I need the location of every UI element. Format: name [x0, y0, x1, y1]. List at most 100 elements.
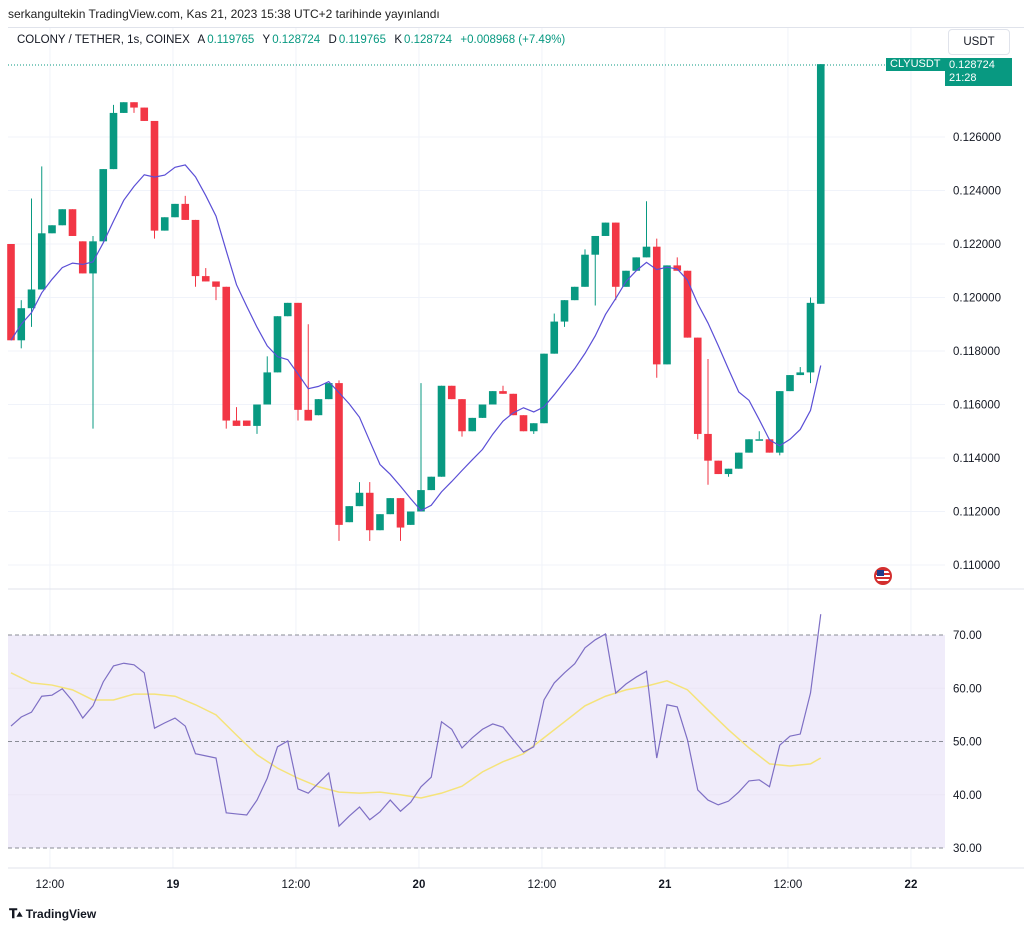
candle-down[interactable] [365, 482, 374, 541]
candle-up[interactable] [591, 235, 600, 306]
candle-down[interactable] [232, 407, 241, 426]
candle-up[interactable] [171, 203, 179, 218]
candle-down[interactable] [693, 337, 702, 440]
candle-down[interactable] [130, 102, 138, 113]
candle-down[interactable] [304, 324, 313, 421]
candle-body [37, 233, 46, 290]
candle-down[interactable] [396, 498, 405, 541]
candle-down[interactable] [68, 209, 77, 236]
candle-up[interactable] [601, 222, 610, 236]
candle-body [765, 439, 774, 453]
candle-body [212, 281, 220, 287]
us-flag-icon[interactable] [874, 567, 892, 585]
candle-down[interactable] [191, 219, 200, 287]
candle-up[interactable] [755, 431, 764, 441]
candle-body [745, 439, 753, 453]
candle-down[interactable] [201, 268, 210, 282]
candle-up[interactable] [775, 391, 784, 456]
candle-up[interactable] [263, 356, 272, 405]
candle-up[interactable] [406, 511, 415, 525]
candle-down[interactable] [78, 241, 87, 274]
candle-up[interactable] [253, 404, 261, 434]
candle-up[interactable] [324, 383, 333, 400]
time-tick-label: 21 [659, 879, 672, 891]
candle-up[interactable] [550, 313, 559, 354]
candle-up[interactable] [160, 217, 169, 231]
candle-up[interactable] [806, 297, 815, 384]
candle-down[interactable] [611, 222, 620, 301]
candle-body [601, 222, 610, 236]
candle-up[interactable] [488, 391, 497, 405]
candle-up[interactable] [283, 302, 292, 317]
candle-up[interactable] [560, 300, 569, 327]
candle-body [622, 270, 630, 287]
candle-down[interactable] [140, 107, 149, 121]
candle-up[interactable] [119, 102, 128, 113]
candle-down[interactable] [683, 270, 692, 338]
candle-up[interactable] [89, 235, 97, 429]
candle-up[interactable] [581, 249, 589, 287]
candle-up[interactable] [529, 423, 538, 434]
candle-up[interactable] [642, 201, 651, 258]
candle-down[interactable] [242, 420, 251, 426]
candle-body [109, 112, 118, 170]
candle-up[interactable] [109, 104, 118, 170]
candle-down[interactable] [765, 439, 774, 453]
currency-button[interactable]: USDT [948, 29, 1010, 55]
candle-down[interactable] [509, 393, 518, 416]
candle-up[interactable] [37, 166, 46, 290]
candle-down[interactable] [714, 460, 723, 475]
candle-up[interactable] [48, 225, 56, 234]
candle-up[interactable] [437, 385, 446, 477]
symbol-name[interactable]: COLONY / TETHER, 1s, COINEX [17, 34, 190, 46]
candle-up[interactable] [27, 198, 36, 327]
candle-up[interactable] [796, 367, 805, 376]
candle-down[interactable] [519, 415, 528, 432]
candle-body [181, 203, 190, 220]
candle-up[interactable] [663, 265, 671, 365]
candle-down[interactable] [181, 195, 190, 220]
candle-up[interactable] [376, 514, 384, 531]
candle-down[interactable] [7, 244, 15, 341]
candle-up[interactable] [478, 404, 487, 418]
candle-up[interactable] [540, 353, 548, 424]
candle-down[interactable] [222, 286, 231, 429]
time-tick-label: 22 [905, 879, 918, 891]
candle-up[interactable] [273, 316, 282, 373]
candle-up[interactable] [816, 64, 825, 304]
candle-down[interactable] [458, 399, 466, 437]
rsi-line [10, 614, 822, 828]
candle-up[interactable] [622, 270, 630, 287]
candle-down[interactable] [150, 120, 159, 239]
candle-down[interactable] [212, 281, 220, 301]
candle-up[interactable] [724, 468, 733, 477]
candle-up[interactable] [427, 476, 436, 491]
candle-up[interactable] [745, 439, 753, 453]
candle-down[interactable] [704, 359, 712, 485]
candle-up[interactable] [386, 498, 395, 515]
candle-body [78, 241, 87, 274]
candle-up[interactable] [99, 169, 108, 242]
candle-body [201, 276, 210, 282]
candle-up[interactable] [786, 375, 794, 392]
candle-up[interactable] [570, 286, 579, 301]
candle-up[interactable] [468, 417, 477, 432]
candle-body [611, 222, 620, 287]
candle-up[interactable] [632, 257, 641, 271]
candle-up[interactable] [355, 482, 364, 507]
candle-up[interactable] [58, 209, 67, 226]
candle-body [560, 300, 569, 322]
candle-down[interactable] [447, 385, 456, 400]
price-tick-label: 0.124000 [953, 186, 1001, 198]
candle-up[interactable] [417, 383, 425, 512]
candle-down[interactable] [294, 302, 302, 421]
candle-up[interactable] [345, 506, 354, 523]
candle-down[interactable] [652, 238, 661, 378]
candle-down[interactable] [499, 385, 507, 394]
candle-up[interactable] [314, 399, 323, 416]
candle-body [447, 385, 456, 400]
tradingview-logo[interactable]: 𝐓▴ TradingView [9, 906, 96, 922]
candle-down[interactable] [335, 380, 343, 541]
candle-up[interactable] [734, 452, 743, 469]
